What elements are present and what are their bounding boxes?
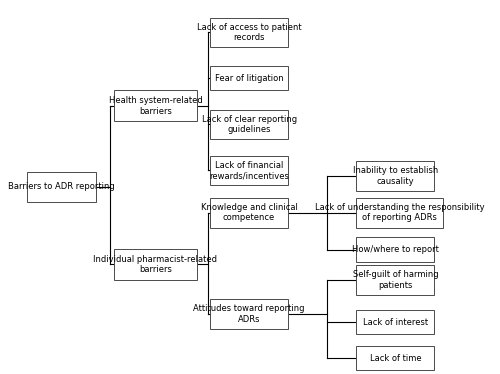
Text: Inability to establish
causality: Inability to establish causality [352, 166, 438, 186]
Text: Attitudes toward reporting
ADRs: Attitudes toward reporting ADRs [194, 304, 305, 324]
FancyBboxPatch shape [356, 198, 444, 227]
FancyBboxPatch shape [210, 198, 288, 227]
Text: Individual pharmacist-related
barriers: Individual pharmacist-related barriers [94, 255, 218, 274]
Text: Barriers to ADR reporting: Barriers to ADR reporting [8, 183, 115, 191]
FancyBboxPatch shape [114, 91, 196, 122]
FancyBboxPatch shape [356, 265, 434, 295]
Text: Health system-related
barriers: Health system-related barriers [108, 96, 202, 116]
FancyBboxPatch shape [28, 172, 96, 202]
Text: Self-guilt of harming
patients: Self-guilt of harming patients [352, 270, 438, 289]
Text: How/where to report: How/where to report [352, 245, 439, 254]
Text: Fear of litigation: Fear of litigation [215, 74, 284, 83]
FancyBboxPatch shape [356, 346, 434, 371]
FancyBboxPatch shape [210, 110, 288, 139]
FancyBboxPatch shape [114, 249, 196, 280]
FancyBboxPatch shape [210, 299, 288, 329]
FancyBboxPatch shape [210, 66, 288, 91]
Text: Lack of financial
rewards/incentives: Lack of financial rewards/incentives [209, 161, 289, 180]
Text: Lack of access to patient
records: Lack of access to patient records [197, 22, 302, 42]
FancyBboxPatch shape [356, 161, 434, 191]
FancyBboxPatch shape [210, 18, 288, 47]
Text: Lack of time: Lack of time [370, 354, 421, 363]
Text: Lack of interest: Lack of interest [363, 318, 428, 327]
Text: Lack of understanding the responsibility
of reporting ADRs: Lack of understanding the responsibility… [315, 203, 484, 223]
Text: Knowledge and clinical
competence: Knowledge and clinical competence [200, 203, 298, 223]
FancyBboxPatch shape [210, 156, 288, 185]
FancyBboxPatch shape [356, 237, 434, 262]
FancyBboxPatch shape [356, 310, 434, 334]
Text: Lack of clear reporting
guidelines: Lack of clear reporting guidelines [202, 115, 296, 134]
